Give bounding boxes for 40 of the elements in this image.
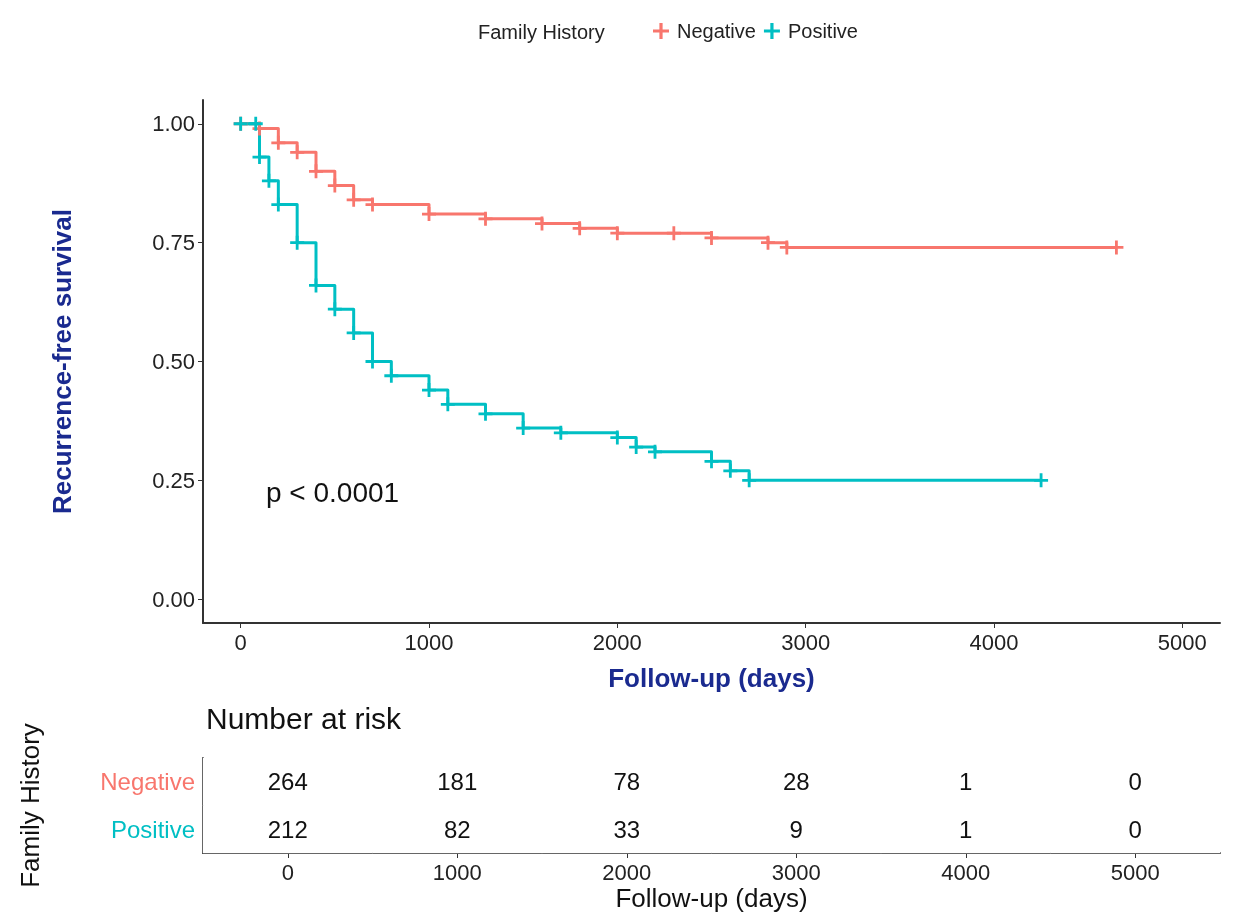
data-label: 1 xyxy=(959,768,973,796)
annotation: p < 0.0001 xyxy=(266,476,400,508)
x-tick-label: 0 xyxy=(234,629,247,655)
x-tick-label: 5000 xyxy=(1157,629,1207,655)
data-label: 9 xyxy=(789,815,803,843)
y-tick-label: 0.50 xyxy=(152,349,195,374)
y-tick-label: 0.25 xyxy=(152,467,195,493)
data-label: 82 xyxy=(443,815,471,843)
data-label: 212 xyxy=(267,815,308,843)
data-label: 28 xyxy=(782,768,810,796)
x-axis-title: Follow-up (days) xyxy=(608,663,815,693)
x-axis-title: Follow-up (days) xyxy=(615,883,808,913)
legend-title: Family History xyxy=(478,21,605,43)
data-label: 0 xyxy=(1128,815,1142,843)
x-tick-label: 0 xyxy=(281,859,294,885)
data-label: 264 xyxy=(267,768,308,796)
legend-label: Positive xyxy=(787,20,858,42)
data-label: 33 xyxy=(613,815,641,843)
x-tick-label: 5000 xyxy=(1110,859,1160,885)
x-tick-label: 4000 xyxy=(969,629,1019,655)
y-axis-title: Recurrence-free survival xyxy=(47,209,77,514)
y-tick-label: Negative xyxy=(100,768,195,796)
x-tick-label: 3000 xyxy=(771,859,821,885)
legend-label: Negative xyxy=(677,20,756,42)
x-tick-label: 3000 xyxy=(781,629,831,655)
data-label: 1 xyxy=(959,815,973,843)
x-tick-label: 2000 xyxy=(592,629,642,655)
x-tick-label: 1000 xyxy=(432,859,482,885)
chart-title: Number at risk xyxy=(206,701,403,735)
data-label: 78 xyxy=(613,768,641,796)
y-tick-label: Positive xyxy=(110,815,195,843)
data-label: 181 xyxy=(437,768,478,796)
y-axis-title: Family History xyxy=(15,723,45,888)
y-tick-label: 0.00 xyxy=(152,586,195,612)
y-tick-label: 1.00 xyxy=(152,111,195,137)
x-tick-label: 1000 xyxy=(404,629,454,655)
y-tick-label: 0.75 xyxy=(152,230,195,256)
x-tick-label: 4000 xyxy=(941,859,991,885)
data-label: 0 xyxy=(1128,768,1142,796)
x-tick-label: 2000 xyxy=(602,859,652,885)
